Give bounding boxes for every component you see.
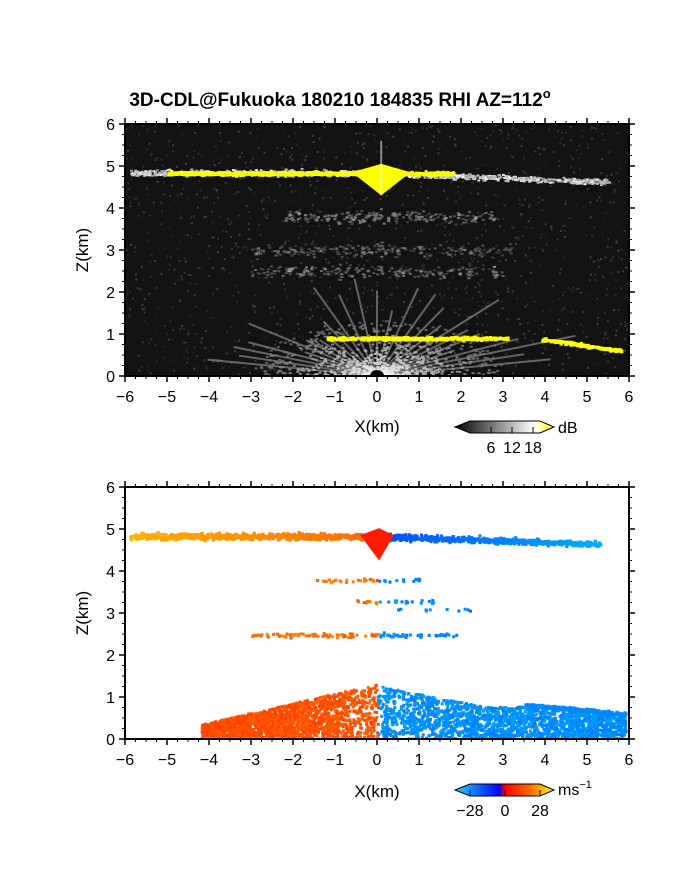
x-tick-label: 1 bbox=[415, 389, 424, 406]
colorbar-unit: dB bbox=[558, 420, 578, 437]
radar-site bbox=[370, 370, 384, 376]
y-axis-label: Z(km) bbox=[73, 228, 92, 272]
x-tick-label: −6 bbox=[116, 752, 134, 769]
x-tick-label: 6 bbox=[625, 752, 634, 769]
x-tick-label: −6 bbox=[116, 389, 134, 406]
colorbar-tick-label: 0 bbox=[501, 803, 510, 820]
x-tick-label: −5 bbox=[158, 752, 176, 769]
fan-ray bbox=[319, 339, 378, 376]
colorbar-bar bbox=[453, 420, 556, 434]
colorbar-tick-label: 28 bbox=[531, 803, 549, 820]
fan-ray bbox=[376, 353, 525, 376]
velocity-panel: −6 −5 −4 −3 −2 −1 0 1 2 3 4 5 6 0 1 2 3 4 5 6 X(km) Z(km) m… bbox=[73, 480, 635, 820]
colorbar-tick-label: 6 bbox=[487, 440, 496, 457]
fan-ray bbox=[376, 337, 519, 376]
colorbar-tick-label: −28 bbox=[456, 803, 483, 820]
y-tick-label: 2 bbox=[106, 285, 115, 302]
y-tick-label: 5 bbox=[106, 522, 115, 539]
x-tick-label: −3 bbox=[242, 752, 260, 769]
x-tick-label: 3 bbox=[499, 752, 508, 769]
x-tick-label: −2 bbox=[284, 752, 302, 769]
y-tick-label: 3 bbox=[106, 606, 115, 623]
y-axis-label: Z(km) bbox=[73, 591, 92, 635]
chart-title: 3D-CDL@Fukuoka 180210 184835 RHI AZ=112o bbox=[129, 86, 550, 111]
y-tick-label: 1 bbox=[106, 690, 115, 707]
x-tick-label: 4 bbox=[541, 752, 550, 769]
y-tick-label: 1 bbox=[106, 327, 115, 344]
x-tick-label: 0 bbox=[373, 389, 382, 406]
y-tick-label: 6 bbox=[106, 117, 115, 134]
reflectivity-colorbar: dB 6 12 18 bbox=[453, 420, 578, 457]
x-tick-label: 2 bbox=[457, 389, 466, 406]
y-tick-label: 4 bbox=[106, 201, 115, 218]
colorbar-tick-label: 18 bbox=[524, 440, 542, 457]
colorbar-tick-label: 12 bbox=[503, 440, 521, 457]
x-tick-label: 5 bbox=[583, 389, 592, 406]
x-axis-label: X(km) bbox=[354, 417, 399, 436]
y-tick-label: 0 bbox=[106, 369, 115, 386]
x-tick-label: 0 bbox=[373, 752, 382, 769]
x-tick-label: −3 bbox=[242, 389, 260, 406]
fan-ray bbox=[376, 293, 437, 376]
x-tick-label: −1 bbox=[326, 752, 344, 769]
x-tick-label: −1 bbox=[326, 389, 344, 406]
fan-ray bbox=[376, 287, 420, 376]
x-tick-label: 4 bbox=[541, 389, 550, 406]
x-tick-label: 6 bbox=[625, 389, 634, 406]
y-tick-label: 5 bbox=[106, 159, 115, 176]
x-tick-label: 2 bbox=[457, 752, 466, 769]
upper-layer-peak bbox=[360, 528, 394, 561]
y-tick-label: 6 bbox=[106, 480, 115, 497]
x-tick-label: −4 bbox=[200, 389, 218, 406]
x-axis-label: X(km) bbox=[354, 782, 399, 801]
velocity-colorbar: ms−1 −28 0 28 bbox=[453, 779, 592, 820]
y-tick-label: 2 bbox=[106, 648, 115, 665]
x-tick-label: 1 bbox=[415, 752, 424, 769]
y-tick-label: 0 bbox=[106, 732, 115, 749]
x-tick-label: 3 bbox=[499, 389, 508, 406]
y-tick-label: 3 bbox=[106, 243, 115, 260]
x-tick-label: −4 bbox=[200, 752, 218, 769]
x-tick-label: 5 bbox=[583, 752, 592, 769]
colorbar-unit: ms−1 bbox=[558, 779, 592, 799]
y-tick-label: 4 bbox=[106, 564, 115, 581]
x-tick-label: −5 bbox=[158, 389, 176, 406]
x-tick-label: −2 bbox=[284, 389, 302, 406]
